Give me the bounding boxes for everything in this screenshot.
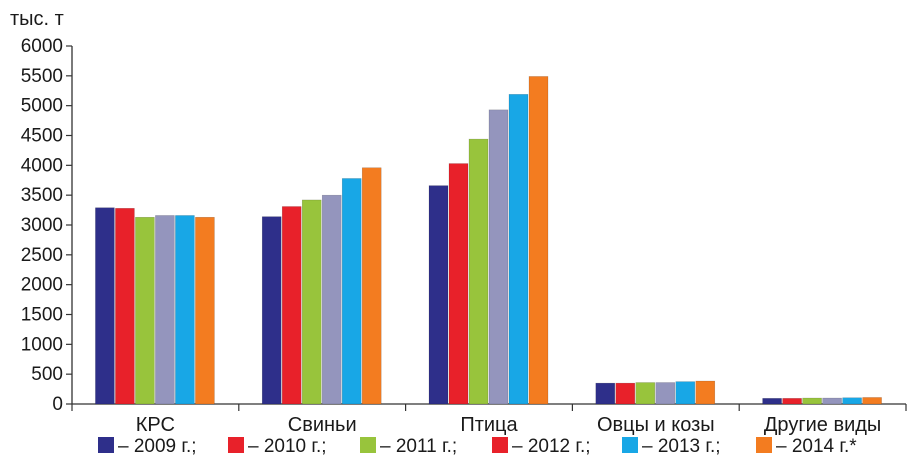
bar (175, 215, 195, 405)
bar (762, 398, 782, 405)
bar (862, 397, 882, 405)
y-tick-label: 4500 (21, 126, 63, 147)
bar (195, 216, 215, 405)
y-tick-label: 500 (31, 364, 63, 385)
bar (301, 199, 322, 405)
y-tick-label: 5500 (21, 66, 63, 87)
x-tick-label: Птица (460, 414, 518, 436)
y-tick-label: 4000 (21, 155, 63, 176)
x-tick-label: Свиньи (288, 414, 357, 436)
bar (635, 382, 656, 405)
legend-swatch (756, 437, 772, 453)
bar (675, 381, 696, 405)
bar (155, 215, 175, 405)
legend-label: – 2014 г.* (776, 436, 857, 457)
legend-swatch (98, 437, 114, 453)
bar (281, 206, 302, 405)
bar (321, 194, 342, 405)
legend-label: – 2009 г.; (118, 436, 197, 457)
bar (468, 138, 489, 405)
y-tick-label: 3500 (21, 185, 63, 206)
bar (782, 398, 802, 405)
bar (655, 382, 676, 405)
bar (261, 216, 282, 405)
y-tick-label: 3000 (21, 215, 63, 236)
bar (822, 397, 842, 405)
legend-swatch (228, 437, 244, 453)
chart-bars (95, 76, 882, 405)
bar (528, 76, 549, 405)
y-tick-label: 1500 (21, 305, 63, 326)
bar (341, 178, 362, 405)
bar (115, 208, 135, 405)
bar (802, 397, 822, 405)
y-tick-label: 6000 (21, 36, 63, 57)
legend: – 2009 г.; – 2010 г.; – 2011 г.; – 2012 г.;… (98, 436, 857, 457)
x-tick-label: КРС (136, 414, 175, 436)
y-tick-label: 1000 (21, 334, 63, 355)
bar (615, 382, 636, 405)
legend-swatch (622, 437, 638, 453)
y-axis-labels: 6000550050004500400035003000250020001500… (21, 36, 63, 415)
bar (135, 216, 155, 405)
legend-label: – 2010 г.; (248, 436, 327, 457)
x-tick-label: Другие виды (764, 414, 881, 436)
legend-label: – 2012 г.; (512, 436, 591, 457)
x-axis-labels: КРС Свиньи Птица Овцы и козы Другие виды (136, 414, 882, 436)
x-tick-label: Овцы и козы (597, 414, 715, 436)
bar (448, 163, 469, 405)
bar (842, 397, 862, 405)
legend-label: – 2011 г.; (380, 436, 457, 457)
y-axis-unit-label: тыс. т (10, 8, 64, 30)
bar (361, 167, 382, 405)
y-tick-label: 5000 (21, 96, 63, 117)
bar (595, 382, 616, 405)
bar (488, 109, 509, 405)
bar (695, 380, 716, 405)
y-tick-label: 0 (52, 394, 63, 415)
bar (428, 185, 449, 405)
y-tick-label: 2000 (21, 275, 63, 296)
legend-swatch (492, 437, 508, 453)
y-tick-label: 2500 (21, 245, 63, 266)
bar (95, 207, 115, 405)
legend-swatch (360, 437, 376, 453)
bar (508, 94, 529, 405)
legend-label: – 2013 г.; (642, 436, 721, 457)
